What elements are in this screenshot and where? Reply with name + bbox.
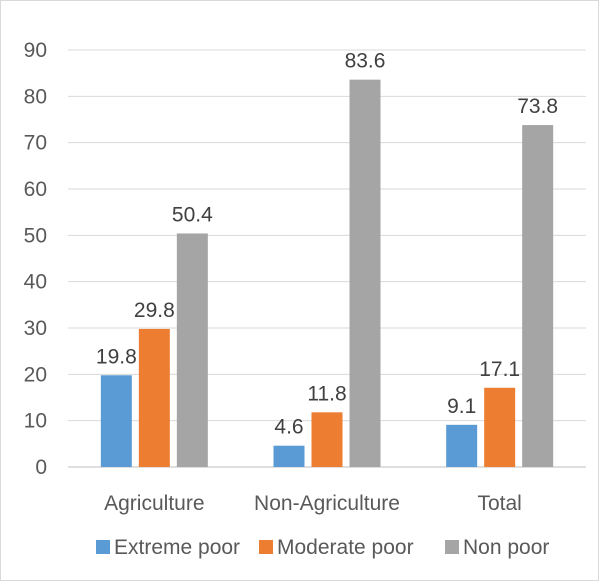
data-label: 50.4 <box>172 203 213 226</box>
legend-label: Moderate poor <box>277 536 414 559</box>
x-category-label: Total <box>477 492 521 515</box>
bar-moderate-poor <box>138 328 170 467</box>
y-tick-label: 90 <box>24 39 47 62</box>
bar-non-poor <box>176 233 208 467</box>
data-label: 11.8 <box>307 382 346 405</box>
data-label: 9.1 <box>447 395 476 418</box>
y-tick-label: 20 <box>24 363 47 386</box>
data-label: 73.8 <box>517 95 558 118</box>
data-label: 83.6 <box>345 50 386 73</box>
data-label: 4.6 <box>274 416 303 439</box>
y-tick-label: 30 <box>24 317 47 340</box>
legend-swatch <box>96 540 110 554</box>
bar-moderate-poor <box>484 387 516 467</box>
bars <box>100 79 554 468</box>
bar-extreme-poor <box>446 424 478 467</box>
data-label: 19.8 <box>96 345 137 368</box>
data-label: 29.8 <box>134 299 175 322</box>
y-tick-label: 50 <box>24 224 47 247</box>
y-tick-label: 80 <box>24 85 47 108</box>
bar-non-poor <box>522 125 554 467</box>
y-tick-label: 60 <box>24 178 47 201</box>
bar-extreme-poor <box>100 375 132 467</box>
legend-label: Extreme poor <box>114 536 240 559</box>
x-category-label: Agriculture <box>104 492 204 515</box>
y-tick-label: 10 <box>24 410 47 433</box>
legend-swatch <box>259 540 273 554</box>
bar-non-poor <box>349 79 381 468</box>
x-axis: Agriculture Non-Agriculture Total <box>104 492 522 515</box>
y-axis: 0 10 20 30 40 50 60 70 80 90 <box>24 39 47 479</box>
x-category-label: Non-Agriculture <box>254 492 400 515</box>
data-label: 17.1 <box>479 358 520 381</box>
legend-swatch <box>445 540 459 554</box>
legend: Extreme poor Moderate poor Non poor <box>96 536 549 559</box>
data-labels: 19.8 29.8 50.4 4.611.8 83.6 9.117.1 73.8 <box>96 50 558 439</box>
y-tick-label: 40 <box>24 271 47 294</box>
y-tick-label: 70 <box>24 132 47 155</box>
y-tick-label: 0 <box>35 456 47 479</box>
bar-extreme-poor <box>273 445 305 467</box>
legend-label: Non poor <box>463 536 549 559</box>
bar-moderate-poor <box>311 412 343 467</box>
